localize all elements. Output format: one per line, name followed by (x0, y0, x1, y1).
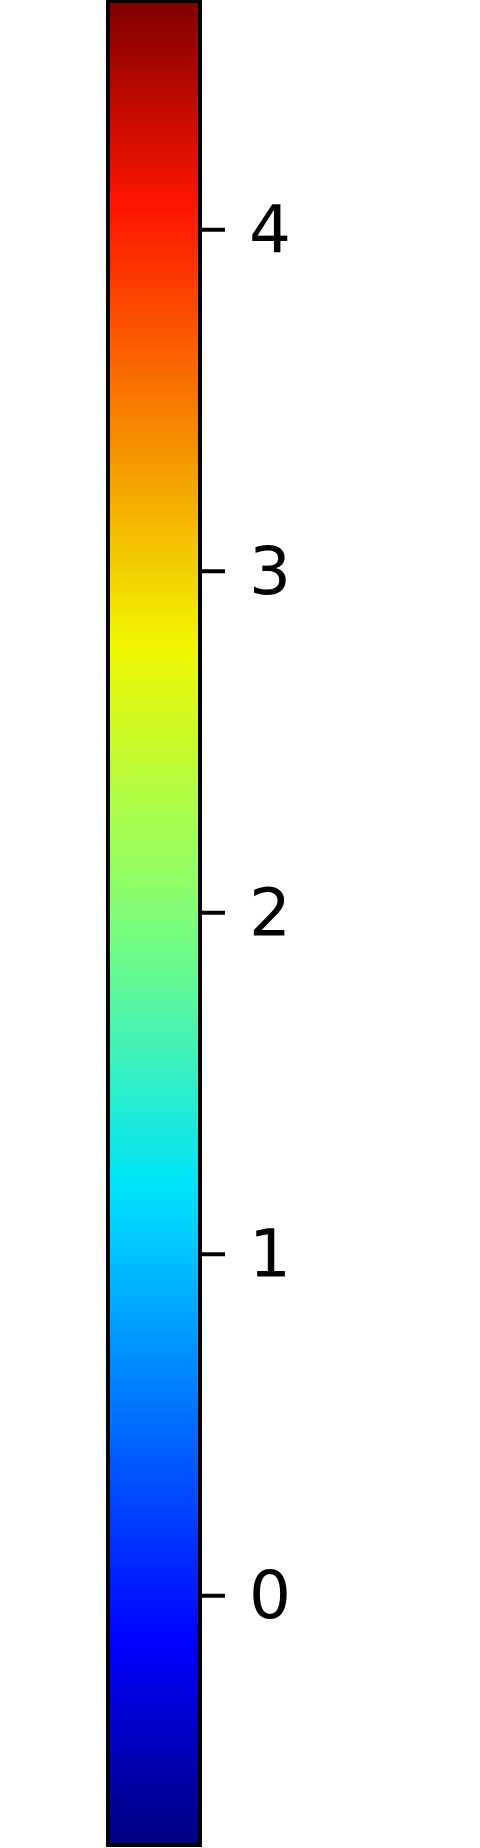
tick-label: 0 (249, 1557, 291, 1634)
tick-label: 2 (249, 874, 291, 951)
colorbar-ticks: 0 1 2 3 4 (200, 191, 291, 1634)
tick-label: 3 (249, 533, 291, 610)
tick-label: 4 (249, 191, 291, 268)
colorbar-gradient (108, 1, 200, 1845)
tick-label: 1 (249, 1216, 291, 1293)
